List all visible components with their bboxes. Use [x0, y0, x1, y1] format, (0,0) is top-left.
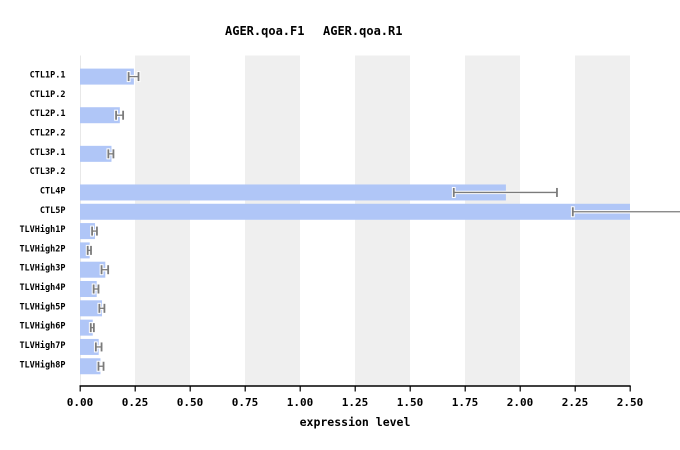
x-tick-label: 1.25 [342, 396, 369, 409]
y-category-label: TLVHigh3P [19, 263, 65, 274]
x-tick-label: 2.50 [617, 396, 644, 409]
y-category-label: CTL3P.1 [30, 148, 66, 158]
y-category-label: TLVHigh8P [19, 359, 65, 370]
x-tick-label: 0.25 [122, 396, 149, 409]
bar-CTL3P.1 [80, 145, 112, 162]
bar-TLVHigh5P [80, 300, 102, 317]
x-axis [79, 385, 631, 392]
y-category-label: CTL1P.2 [30, 90, 66, 100]
grid-stripe [245, 55, 300, 386]
x-tick-label: 0.00 [67, 396, 94, 409]
error-bar-TLVHigh1P [90, 225, 99, 237]
error-bar-CTL3P.1 [106, 148, 116, 160]
bar-TLVHigh8P [80, 358, 101, 375]
x-tick-label: 2.00 [507, 396, 534, 409]
bar-CTL2P.1 [80, 107, 120, 124]
y-category-label: CTL3P.2 [30, 167, 66, 177]
error-bar-TLVHigh8P [96, 360, 106, 372]
y-category-label: TLVHigh4P [19, 282, 65, 293]
error-bar-TLVHigh2P [85, 244, 93, 256]
grid-stripe [135, 55, 190, 386]
bar-CTL5P [80, 203, 630, 220]
x-tick-label: 0.50 [177, 396, 204, 409]
grid-stripe [355, 55, 410, 386]
x-tick-label: 1.75 [452, 396, 479, 409]
error-bar-CTL5P [570, 206, 680, 218]
background-stripes [135, 55, 630, 386]
grid-stripe [575, 55, 630, 386]
x-tick-labels: 0.00 0.25 0.50 0.75 1.00 1.25 1.50 1.75 2.00 2.25… [67, 396, 644, 409]
bar-CTL1P.1 [80, 68, 134, 85]
y-category-label: TLVHigh2P [19, 243, 65, 254]
error-bar-TLVHigh3P [99, 264, 111, 276]
y-category-label: CTL2P.2 [30, 129, 66, 139]
error-bars [85, 71, 680, 372]
grid-stripe [465, 55, 520, 386]
x-tick-label: 0.75 [232, 396, 259, 409]
y-category-label: TLVHigh6P [19, 321, 65, 332]
bar-TLVHigh2P [80, 242, 90, 259]
y-category-label: CTL2P.1 [30, 109, 66, 119]
y-category-label: TLVHigh7P [19, 340, 65, 351]
bar-CTL4P [80, 184, 506, 201]
x-tick-label: 1.00 [287, 396, 314, 409]
error-bar-TLVHigh7P [93, 341, 104, 353]
y-category-label: TLVHigh1P [19, 224, 65, 235]
chart-title-series-r1: AGER.qoa.R1 [323, 24, 402, 38]
x-tick-label: 1.50 [397, 396, 424, 409]
y-category-label: TLVHigh5P [19, 301, 65, 312]
error-bar-TLVHigh5P [97, 302, 107, 314]
error-bar-CTL2P.1 [114, 109, 126, 121]
y-category-labels: CTL1P.1 CTL1P.2 CTL2P.1 CTL2P.2 CTL3P.1 CTL3P… [19, 71, 65, 371]
error-bar-TLVHigh4P [91, 283, 101, 295]
error-bar-CTL1P.1 [126, 71, 141, 83]
error-bar-TLVHigh6P [88, 322, 96, 334]
y-category-label: CTL5P [40, 206, 66, 216]
x-axis-label: expression level [300, 415, 411, 429]
error-bar-CTL4P [451, 186, 559, 198]
x-tick-label: 2.25 [562, 396, 589, 409]
chart-title-series-f1: AGER.qoa.F1 [225, 24, 304, 38]
bar-TLVHigh3P [80, 261, 106, 278]
y-category-label: CTL4P [40, 186, 66, 196]
y-category-label: CTL1P.1 [30, 71, 66, 81]
